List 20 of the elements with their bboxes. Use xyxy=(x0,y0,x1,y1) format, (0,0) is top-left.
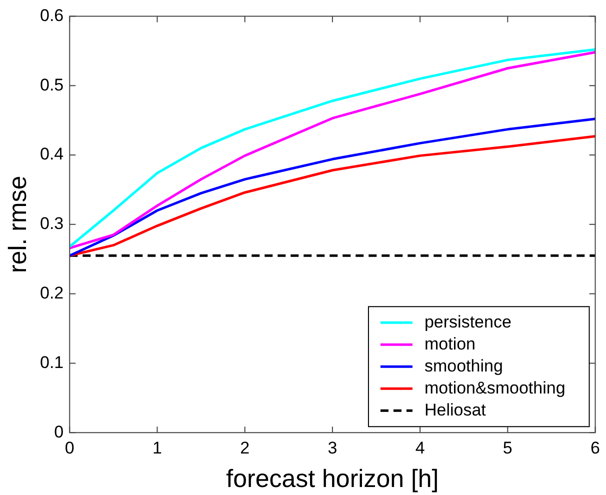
y-tick-label: 0.1 xyxy=(40,352,64,372)
x-tick-label: 4 xyxy=(415,438,425,458)
legend-label: Heliosat xyxy=(424,400,486,420)
legend-label: motion xyxy=(424,334,476,354)
y-tick-label: 0.3 xyxy=(40,214,64,234)
y-tick-label: 0 xyxy=(54,422,64,442)
y-axis-title: rel. rmse xyxy=(4,176,32,274)
legend-label: smoothing xyxy=(424,356,503,376)
y-tick-label: 0.4 xyxy=(40,144,64,164)
x-tick-label: 2 xyxy=(240,438,250,458)
x-tick-label: 3 xyxy=(328,438,338,458)
legend-label: persistence xyxy=(424,312,512,332)
legend-label: motion&smoothing xyxy=(424,378,566,398)
x-tick-label: 1 xyxy=(152,438,162,458)
y-tick-label: 0.2 xyxy=(40,283,64,302)
y-tick-label: 0.5 xyxy=(40,75,64,94)
y-tick-label: 0.6 xyxy=(40,6,64,25)
x-tick-label: 5 xyxy=(502,438,512,458)
x-axis-title: forecast horizon [h] xyxy=(226,464,439,493)
x-tick-label: 6 xyxy=(590,438,600,458)
